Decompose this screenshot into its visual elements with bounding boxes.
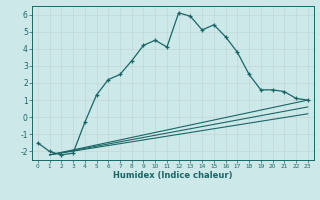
X-axis label: Humidex (Indice chaleur): Humidex (Indice chaleur): [113, 171, 233, 180]
